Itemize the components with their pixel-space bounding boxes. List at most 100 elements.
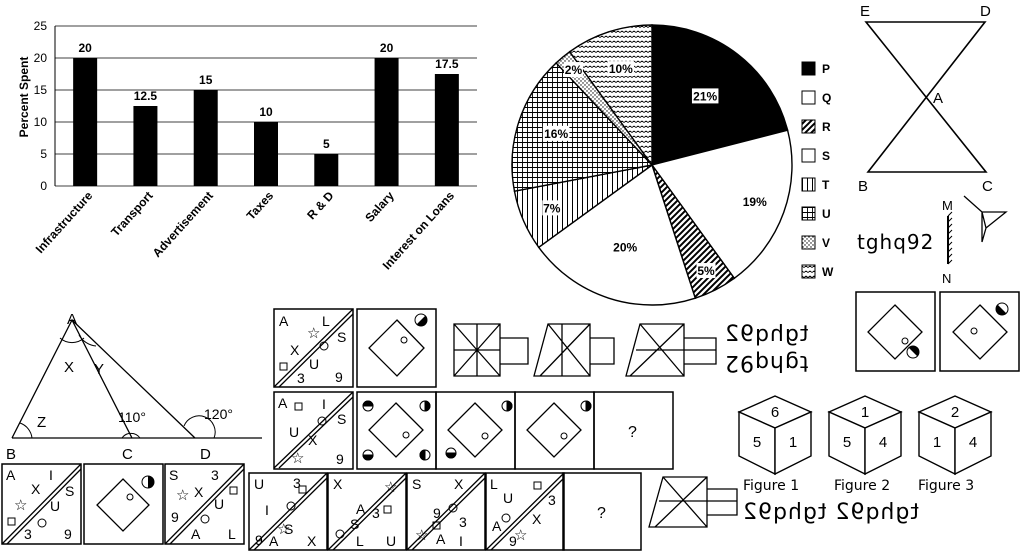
r4-letter: S xyxy=(412,476,421,492)
r4-cell: S X9 3A I ☆ xyxy=(406,472,486,551)
r2-letter-x: X xyxy=(308,432,318,448)
svg-text:☆: ☆ xyxy=(14,497,27,514)
bar-value-label: 20 xyxy=(78,41,92,55)
pie-slice xyxy=(511,61,654,193)
tri-label-d: D xyxy=(200,446,211,462)
r4-letter: A xyxy=(356,501,366,517)
r2-question-mark: ? xyxy=(628,424,637,441)
bar-x-tick-label: Taxes xyxy=(244,188,277,222)
mirror-object xyxy=(963,195,1008,243)
r2-question-box[interactable] xyxy=(593,391,674,470)
pie-slice-label: 19% xyxy=(743,195,767,209)
label-c: C xyxy=(982,178,993,195)
pie-slice-labels: 21% 19% 5% 20% 7% 16% 2% 10% xyxy=(542,61,767,279)
bar xyxy=(434,74,459,186)
tri-label-c: C xyxy=(122,446,133,462)
r4-letter: A xyxy=(492,518,502,534)
svg-text:☆: ☆ xyxy=(277,521,290,538)
r3c3-letter-3: 3 xyxy=(211,467,219,483)
mirror-hatch xyxy=(947,211,953,265)
tri-label-b: B xyxy=(6,446,16,462)
svg-text:☆: ☆ xyxy=(415,527,428,544)
cube-face-number: 6 xyxy=(771,404,779,421)
bar-value-labels: 20 12.5 15 10 5 20 17.5 xyxy=(78,41,458,151)
legend-label: Q xyxy=(822,91,831,105)
diamond-option-1[interactable] xyxy=(855,291,936,372)
r4-letter: 3 xyxy=(548,492,556,508)
legend-label: U xyxy=(822,207,831,221)
r3c3-letter-a: A xyxy=(191,526,201,542)
r4-letter: I xyxy=(459,533,463,549)
r4-question-box[interactable] xyxy=(562,472,642,551)
r1-letter-u: U xyxy=(309,356,319,372)
r1-letter-9: 9 xyxy=(335,369,343,385)
cube-face-number: 1 xyxy=(789,434,797,451)
r4-letter: U xyxy=(254,476,264,492)
bar-y-tick-label: 20 xyxy=(34,51,48,65)
tri-label-a: A xyxy=(67,311,77,328)
r3-letter-9: 9 xyxy=(64,526,72,542)
r4-letter: I xyxy=(265,502,269,518)
pie-slice xyxy=(651,24,789,166)
cube-face-number: 5 xyxy=(753,434,761,451)
r3c3-letter-s: S xyxy=(169,467,178,483)
r4-letter: S xyxy=(350,516,359,532)
shape-answer xyxy=(648,476,738,528)
r3c3-letter-9: 9 xyxy=(171,509,179,525)
bar-marks xyxy=(73,58,459,186)
label-e: E xyxy=(860,3,870,20)
r2-letter-a: A xyxy=(278,395,288,411)
r3c3-letter-l: L xyxy=(228,526,236,542)
pie-slice-label: 10% xyxy=(609,62,633,76)
legend-swatch xyxy=(801,119,816,134)
figure-1-label: Figure 1 xyxy=(743,478,800,494)
r3c3-letter-x: X xyxy=(194,484,204,500)
dice-cube: 15 4 xyxy=(827,395,903,476)
cube-face-number: 4 xyxy=(969,434,977,451)
shape-series xyxy=(453,323,717,377)
r3-letter-s: S xyxy=(65,483,74,499)
mirror-text-3: tghq92 tghq92 xyxy=(742,500,919,525)
cube-face-number: 1 xyxy=(861,404,869,421)
label-d: D xyxy=(980,3,991,20)
svg-text:☆: ☆ xyxy=(291,450,304,467)
dice-cubes: 65 115 421 4 xyxy=(737,395,993,476)
r4-letter: 3 xyxy=(459,514,467,530)
r4-letter: 9 xyxy=(433,505,441,521)
pie-slice xyxy=(537,163,697,306)
legend-label: V xyxy=(822,236,830,250)
bar-x-tick-label: Infrastructure xyxy=(33,188,96,256)
hourglass-figure: E D A B C xyxy=(858,3,993,195)
angle-120: 120° xyxy=(204,406,233,422)
bar-value-label: 12.5 xyxy=(134,89,158,103)
bar-x-tick-label: Salary xyxy=(362,188,397,224)
bar-y-tick-label: 15 xyxy=(34,83,48,97)
diamond-option-2[interactable] xyxy=(939,291,1020,372)
tri-label-x: X xyxy=(64,359,74,376)
r1-letter-x: X xyxy=(290,342,300,358)
mirror-label-n: N xyxy=(942,271,951,286)
r4-letter: U xyxy=(503,490,513,506)
series-row-2: A I S U X 9 ☆ ? xyxy=(273,391,674,470)
r4-letter: U xyxy=(386,533,396,549)
legend-swatch xyxy=(801,206,816,221)
r4-letter: 9 xyxy=(509,533,517,549)
r1-letter-3: 3 xyxy=(297,370,305,386)
mirror-text-2: tghq92 xyxy=(724,350,809,375)
bar xyxy=(133,106,158,186)
label-b: B xyxy=(858,178,868,195)
pie-slice-label: 21% xyxy=(693,89,717,103)
r4-letter: 3 xyxy=(372,505,380,521)
legend-swatch xyxy=(801,235,816,250)
r3c3-letter-u: U xyxy=(214,496,224,512)
bar-value-label: 5 xyxy=(323,137,330,151)
r4-letter: 9 xyxy=(255,532,263,548)
r4-letter: X xyxy=(307,533,317,549)
legend-label: W xyxy=(822,265,834,279)
bar-x-tick-label: R & D xyxy=(304,188,336,222)
pie-slice-label: 5% xyxy=(697,264,715,278)
bar xyxy=(193,90,218,186)
legend-swatch xyxy=(801,148,816,163)
r4-letter: X xyxy=(454,476,464,492)
